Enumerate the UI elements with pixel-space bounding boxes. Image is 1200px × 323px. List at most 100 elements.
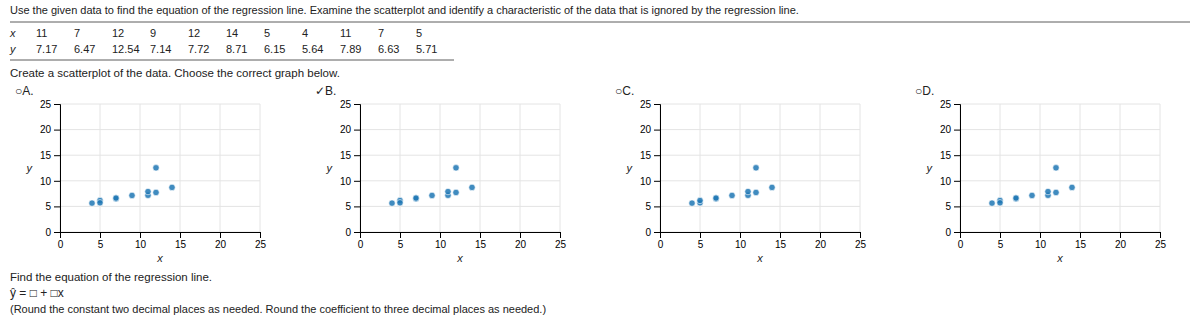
tick-label: 5 bbox=[645, 201, 651, 212]
tick-label: 10 bbox=[40, 176, 52, 187]
table-cell: 5 bbox=[264, 27, 270, 39]
tick-mark bbox=[954, 130, 960, 131]
tick-mark bbox=[954, 232, 960, 233]
point bbox=[997, 200, 1003, 206]
point bbox=[453, 189, 459, 195]
tick: 20 bbox=[815, 232, 827, 250]
tick: 0 bbox=[358, 232, 364, 250]
tick-label: 25 bbox=[340, 99, 352, 110]
table-cell: 7 bbox=[378, 27, 384, 39]
tick-label: 5 bbox=[398, 239, 404, 250]
point bbox=[145, 188, 151, 194]
tick-label: 10 bbox=[340, 176, 352, 187]
tick: 15 bbox=[175, 232, 187, 250]
table-cell: 14 bbox=[226, 27, 238, 39]
points bbox=[89, 165, 175, 207]
tick-label: 25 bbox=[40, 99, 52, 110]
point bbox=[89, 200, 95, 206]
point bbox=[745, 188, 751, 194]
point bbox=[129, 192, 135, 198]
y-axis-title: y bbox=[926, 162, 934, 174]
tick-label: 0 bbox=[58, 239, 64, 250]
grid-line bbox=[660, 155, 860, 156]
points bbox=[689, 165, 775, 207]
table-cell: 5 bbox=[416, 27, 422, 39]
grid-line bbox=[360, 206, 560, 207]
grid-line bbox=[560, 104, 561, 232]
point bbox=[753, 165, 759, 171]
tick-mark bbox=[654, 232, 660, 233]
tick-label: 20 bbox=[815, 239, 827, 250]
y-axis: 0510152025 bbox=[340, 99, 361, 238]
grid-line bbox=[1160, 104, 1161, 232]
y-axis-title: y bbox=[626, 162, 634, 174]
tick-label: 25 bbox=[640, 99, 652, 110]
tick-mark bbox=[54, 181, 60, 182]
table-cell: 7 bbox=[74, 27, 80, 39]
tick-label: 20 bbox=[640, 124, 652, 135]
grid-line bbox=[480, 104, 481, 232]
scatter-chart: ○C.05101520250510152025xy bbox=[615, 84, 866, 264]
tick-mark bbox=[354, 232, 360, 233]
tick-label: 25 bbox=[255, 239, 267, 250]
tick: 15 bbox=[40, 150, 60, 161]
tick-label: 5 bbox=[945, 201, 951, 212]
tick: 10 bbox=[735, 232, 747, 250]
grid-line bbox=[660, 206, 860, 207]
grid-line bbox=[520, 104, 521, 232]
table-cell: 9 bbox=[150, 27, 156, 39]
tick-mark bbox=[954, 181, 960, 182]
grid-line bbox=[100, 104, 101, 232]
tick-mark bbox=[520, 232, 521, 238]
tick: 15 bbox=[340, 150, 360, 161]
grid-line bbox=[660, 180, 860, 181]
tick: 10 bbox=[640, 176, 660, 187]
tick-mark bbox=[780, 232, 781, 238]
tick-mark bbox=[954, 104, 960, 105]
option-label: ○D. bbox=[915, 84, 934, 98]
tick: 5 bbox=[645, 201, 660, 212]
tick: 25 bbox=[340, 99, 360, 110]
axis-line bbox=[654, 105, 661, 233]
point bbox=[153, 165, 159, 171]
axis-line bbox=[961, 233, 1161, 239]
y-axis-title: y bbox=[26, 162, 34, 174]
tick-label: 0 bbox=[945, 227, 951, 238]
table-cell: 12 bbox=[188, 27, 200, 39]
grid-line bbox=[360, 104, 560, 105]
tick-label: 15 bbox=[640, 150, 652, 161]
tick-label: 20 bbox=[340, 124, 352, 135]
tick-label: 15 bbox=[940, 150, 952, 161]
tick-mark bbox=[480, 232, 481, 238]
tick-label: 5 bbox=[45, 201, 51, 212]
tick: 10 bbox=[135, 232, 147, 250]
point bbox=[97, 200, 103, 206]
axis-line bbox=[354, 105, 361, 233]
tick-mark bbox=[54, 104, 60, 105]
table-cell: 6.47 bbox=[74, 43, 95, 55]
axis-line bbox=[54, 105, 61, 233]
tick-label: 15 bbox=[340, 150, 352, 161]
rule bbox=[10, 22, 1190, 23]
grid-line bbox=[1000, 104, 1001, 232]
grid-line bbox=[860, 104, 861, 232]
x-axis-title: x bbox=[156, 252, 163, 264]
instruction: Create a scatterplot of the data. Choose… bbox=[10, 67, 340, 79]
grid-line bbox=[740, 104, 741, 232]
points bbox=[389, 165, 475, 207]
x-axis-title: x bbox=[456, 252, 463, 264]
tick-label: 15 bbox=[40, 150, 52, 161]
tick: 0 bbox=[645, 227, 660, 238]
axis-line bbox=[661, 233, 861, 239]
y-axis: 0 5 10 15 20 25 bbox=[640, 99, 661, 238]
grid bbox=[360, 104, 560, 232]
x-axis: 0510152025 bbox=[58, 232, 267, 250]
tick: 0 bbox=[945, 227, 960, 238]
grid bbox=[960, 104, 1160, 232]
grid-line bbox=[60, 129, 260, 130]
table-cell: 6.15 bbox=[264, 43, 285, 55]
point bbox=[729, 192, 735, 198]
tick-label: 25 bbox=[555, 239, 567, 250]
point bbox=[413, 195, 419, 201]
page: Use the given data to find the equation … bbox=[0, 0, 1200, 323]
